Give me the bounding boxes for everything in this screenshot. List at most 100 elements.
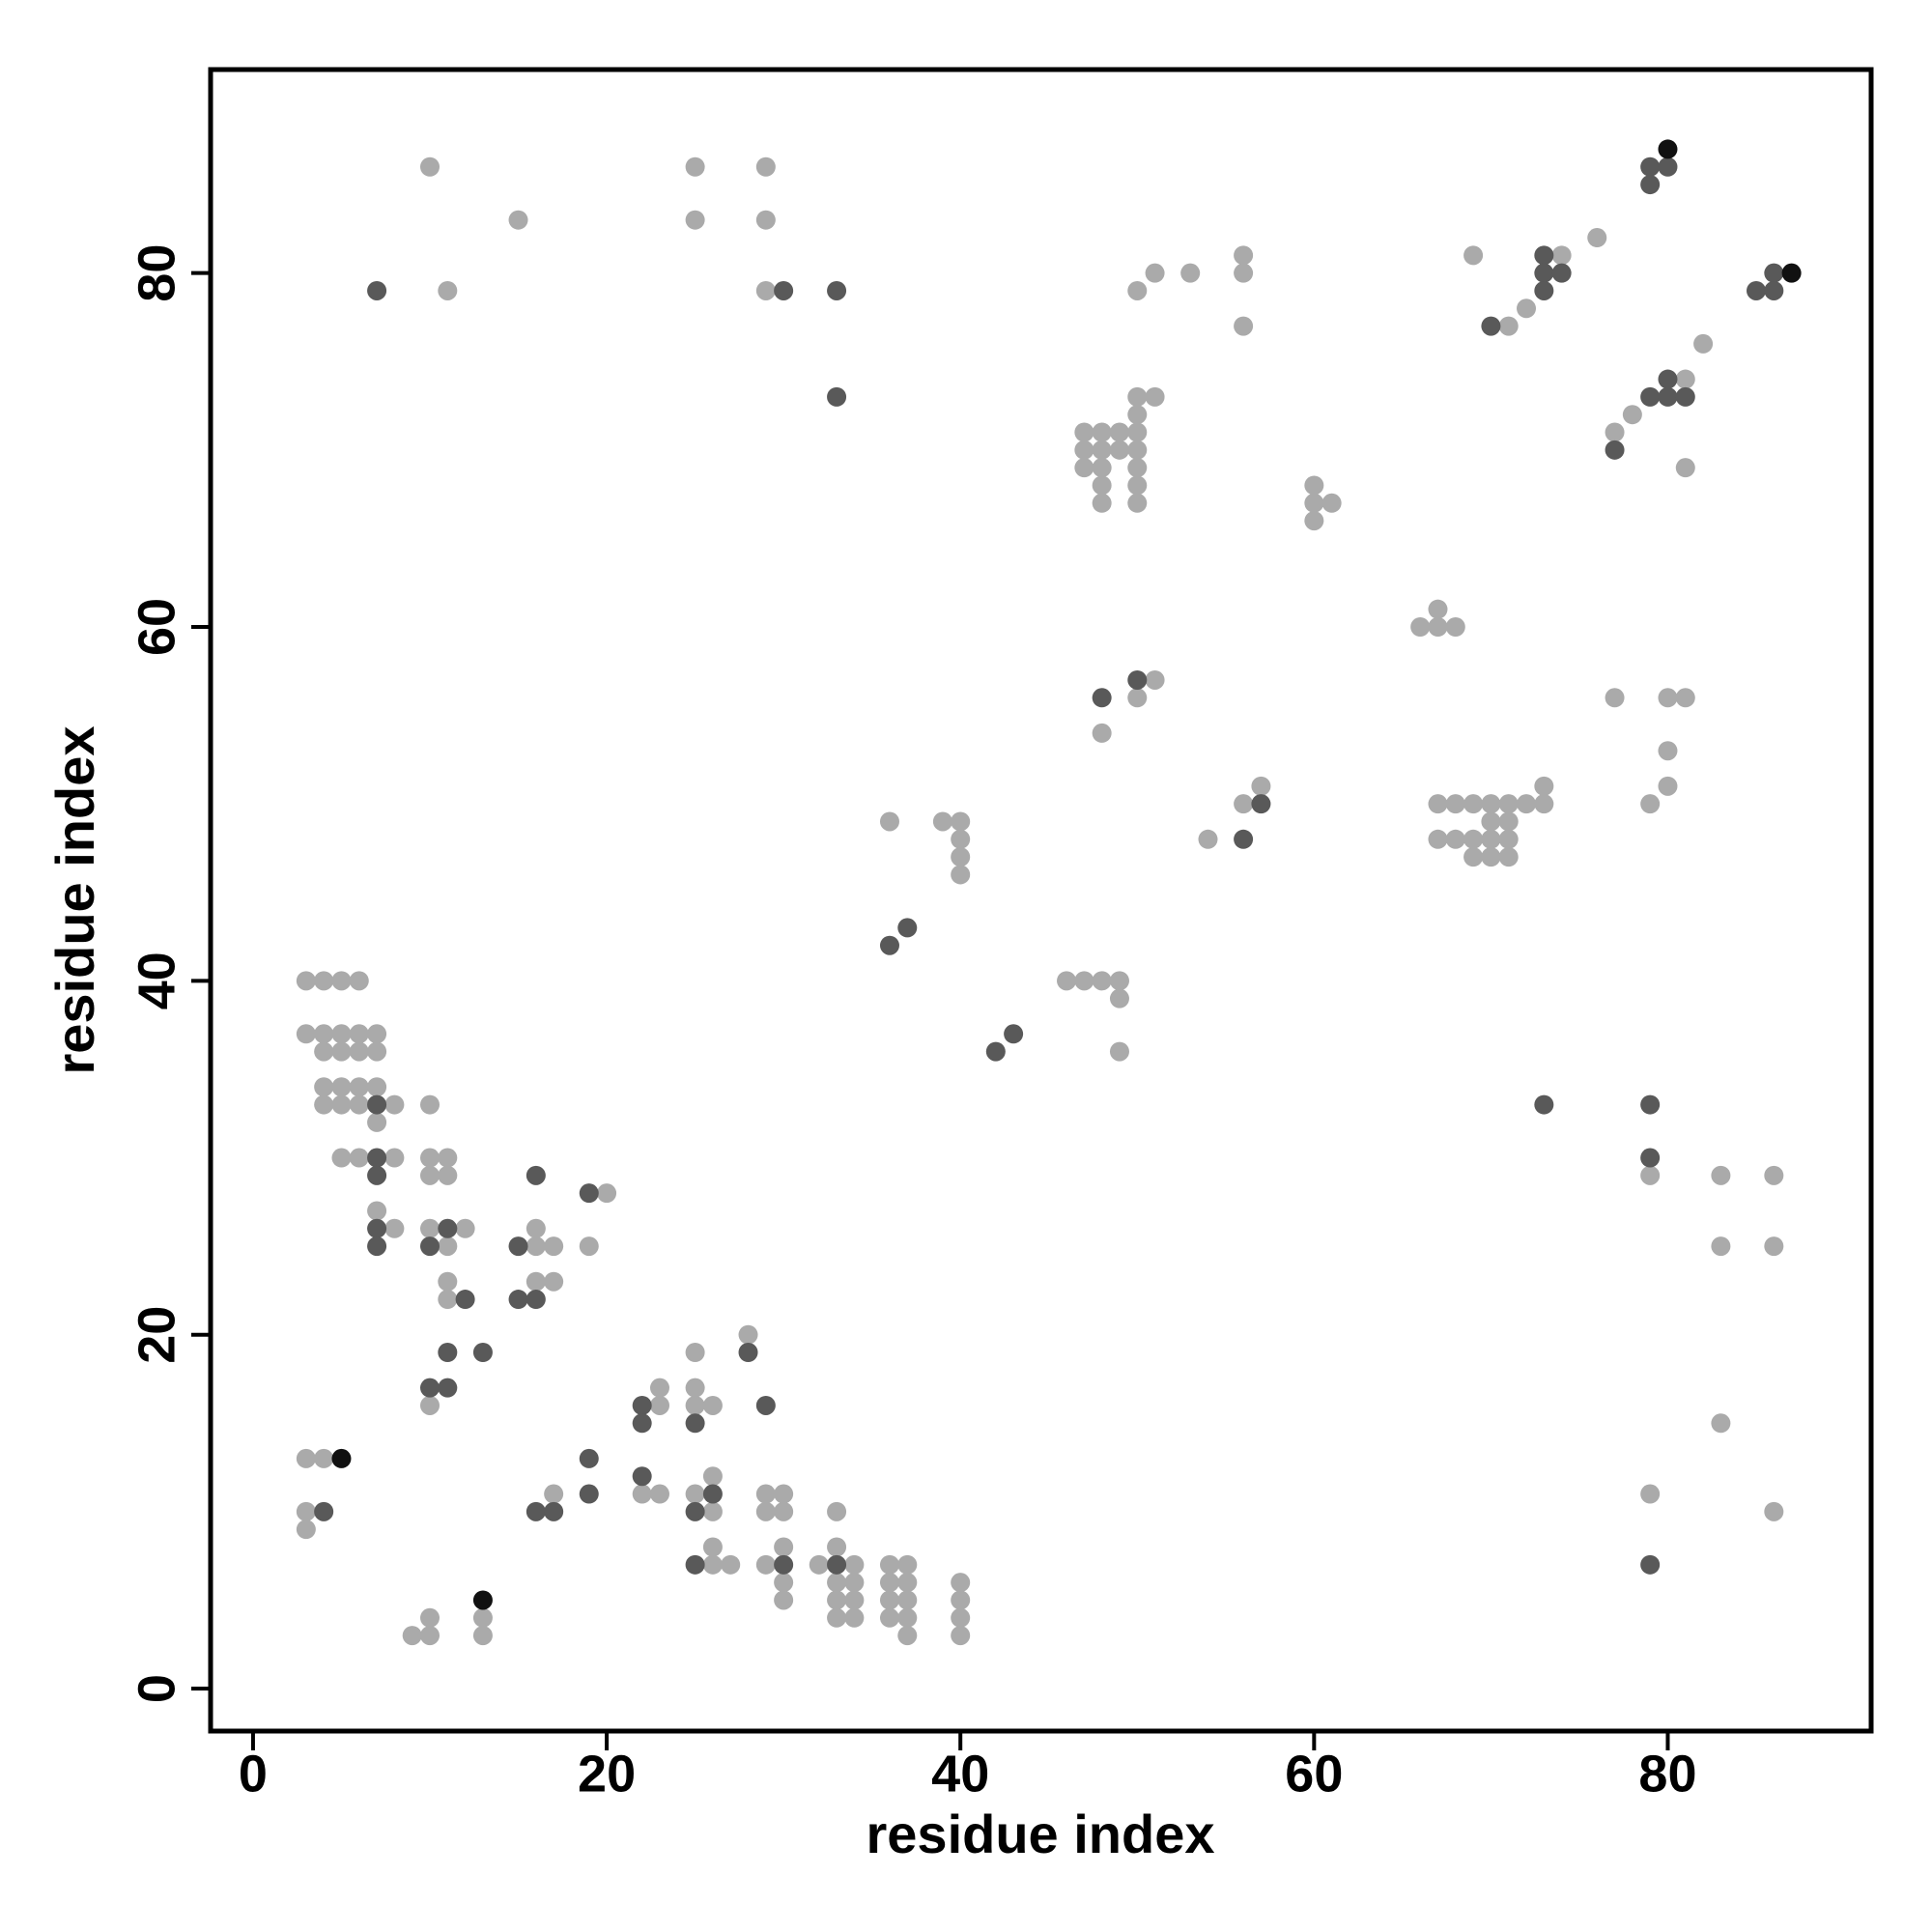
point (1127, 386, 1148, 407)
point (1109, 988, 1129, 1009)
point (331, 1041, 352, 1062)
point (1640, 1165, 1661, 1185)
point (755, 156, 776, 177)
point (314, 1094, 334, 1115)
point (526, 1271, 546, 1292)
point (1605, 422, 1625, 442)
point (1074, 971, 1094, 991)
point (420, 156, 440, 177)
point (420, 1626, 440, 1646)
point (367, 1112, 387, 1132)
point (809, 1554, 829, 1575)
point (526, 1501, 546, 1521)
point (1127, 280, 1148, 300)
point (1658, 688, 1678, 708)
point (1658, 156, 1678, 177)
point (844, 1590, 865, 1610)
point (1445, 616, 1465, 637)
point (827, 1590, 847, 1610)
point (774, 1484, 794, 1504)
point (1640, 1094, 1661, 1115)
point (1092, 493, 1112, 513)
point (1481, 316, 1501, 336)
point (455, 1218, 475, 1238)
point (897, 918, 918, 938)
y-tick-label: 40 (128, 952, 185, 1009)
point (827, 1607, 847, 1628)
point (1658, 776, 1678, 796)
point (1551, 263, 1572, 283)
point (367, 1041, 387, 1062)
point (879, 935, 899, 955)
plot-frame (208, 67, 1874, 1734)
point (1251, 776, 1271, 796)
point (438, 1271, 458, 1292)
point (438, 1236, 458, 1257)
point (1587, 228, 1607, 248)
point (1675, 458, 1695, 478)
point (1127, 422, 1148, 442)
point (1551, 245, 1572, 266)
point (1675, 369, 1695, 389)
point (1640, 156, 1661, 177)
point (1764, 1236, 1784, 1257)
point (367, 280, 387, 300)
point (544, 1501, 564, 1521)
point (367, 1218, 387, 1238)
point (1234, 263, 1254, 283)
point (1127, 405, 1148, 425)
point (1234, 794, 1254, 814)
point (755, 1484, 776, 1504)
point (1747, 280, 1767, 300)
point (1463, 794, 1484, 814)
x-axis-label: residue index (866, 1804, 1214, 1864)
point (897, 1590, 918, 1610)
point (1517, 794, 1537, 814)
y-tick-label: 20 (128, 1306, 185, 1364)
point (349, 1041, 369, 1062)
point (1304, 475, 1324, 496)
x-tick-label: 60 (1285, 1745, 1343, 1803)
point (420, 1236, 440, 1257)
point (1321, 493, 1342, 513)
point (314, 1041, 334, 1062)
point (296, 1501, 316, 1521)
point (438, 1148, 458, 1168)
point (1481, 847, 1501, 867)
point (1675, 386, 1695, 407)
point (384, 1094, 405, 1115)
point (544, 1484, 564, 1504)
point (472, 1343, 493, 1363)
point (685, 1501, 705, 1521)
point (844, 1573, 865, 1593)
point (1092, 688, 1112, 708)
point (827, 1554, 847, 1575)
point (1711, 1236, 1731, 1257)
point (1640, 386, 1661, 407)
point (1658, 741, 1678, 761)
point (1074, 422, 1094, 442)
point (1074, 440, 1094, 460)
point (1605, 440, 1625, 460)
point (1781, 263, 1802, 283)
point (1640, 1554, 1661, 1575)
point (951, 829, 971, 849)
point (1764, 1501, 1784, 1521)
point (685, 210, 705, 230)
point (1428, 599, 1448, 619)
point (702, 1537, 723, 1557)
point (526, 1218, 546, 1238)
point (367, 1094, 387, 1115)
point (579, 1448, 599, 1468)
point (1640, 175, 1661, 195)
point (544, 1236, 564, 1257)
point (296, 971, 316, 991)
point (1304, 493, 1324, 513)
point (685, 1554, 705, 1575)
point (420, 1395, 440, 1415)
point (1180, 263, 1201, 283)
point (774, 1554, 794, 1575)
point (1198, 829, 1218, 849)
y-tick-label: 60 (128, 598, 185, 656)
point (526, 1290, 546, 1310)
